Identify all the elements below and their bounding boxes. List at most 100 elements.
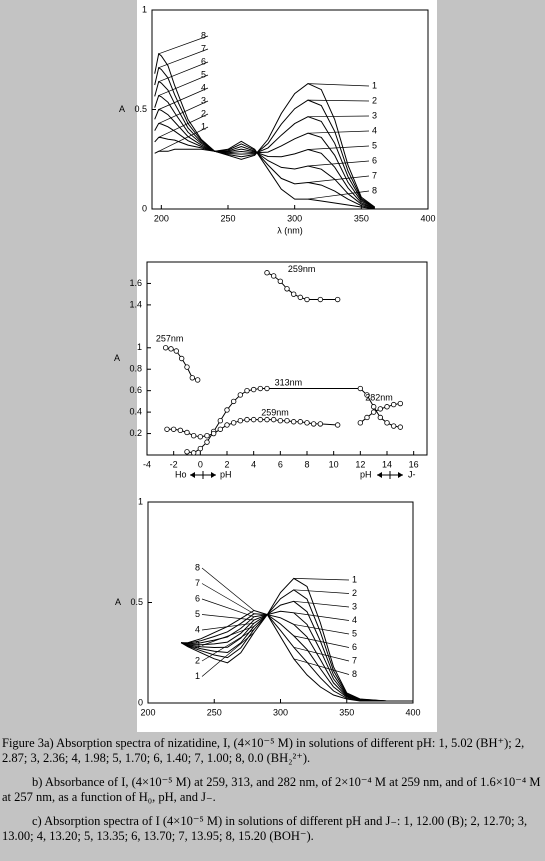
- data-point: [304, 420, 310, 426]
- label-leader: [293, 658, 350, 675]
- x-tick-label: 300: [273, 707, 288, 717]
- x-tick-label: 400: [420, 213, 435, 223]
- spectrum-line: [180, 577, 413, 702]
- data-point: [390, 401, 397, 408]
- x-tick-label: 350: [354, 213, 369, 223]
- label-leader: [307, 160, 370, 167]
- data-point: [224, 422, 230, 428]
- data-point: [257, 416, 264, 423]
- y-tick-label: 0.5: [134, 104, 147, 114]
- y-tick-label: 1.6: [129, 278, 142, 288]
- data-point: [334, 422, 341, 428]
- series-label: 2: [352, 588, 357, 598]
- data-point: [284, 286, 290, 292]
- series-label: 7: [195, 578, 200, 588]
- x-tick-label: 300: [287, 213, 302, 223]
- data-point: [178, 355, 185, 362]
- series-label: 7: [352, 655, 357, 665]
- series-label: 6: [201, 56, 206, 66]
- label-leader: [307, 190, 370, 200]
- y-tick-label: 0: [138, 697, 143, 707]
- y-tick-label: 1: [137, 342, 142, 352]
- arrow-head: [377, 472, 382, 478]
- series-label: 8: [201, 30, 206, 40]
- data-point: [297, 419, 304, 425]
- series-label: 4: [352, 615, 357, 625]
- data-point: [377, 406, 384, 412]
- y-axis-label: A: [115, 597, 121, 607]
- data-point: [397, 424, 404, 430]
- data-point: [204, 439, 210, 445]
- data-point: [173, 348, 180, 354]
- y-axis-label: A: [119, 104, 125, 114]
- spectrum-line: [181, 613, 413, 702]
- label-leader: [307, 83, 370, 87]
- series-label: 5: [372, 140, 377, 150]
- label-leader: [201, 567, 255, 611]
- x-tick-label: 4: [251, 459, 256, 469]
- label-leader: [293, 600, 350, 608]
- spectrum-line: [180, 600, 413, 702]
- data-point: [170, 426, 177, 432]
- series-label: 1: [195, 671, 200, 681]
- x-tick-label: 200: [140, 707, 155, 717]
- data-point: [184, 364, 190, 370]
- series-label: 2: [195, 655, 200, 665]
- x-tick-label: 12: [355, 459, 365, 469]
- data-point: [250, 386, 257, 393]
- series-label: 1: [201, 121, 206, 131]
- y-tick-label: 0.4: [129, 406, 142, 416]
- x-tick-label: -4: [143, 459, 151, 469]
- data-point: [384, 404, 390, 410]
- series-label: 1: [352, 574, 357, 584]
- data-point: [304, 296, 310, 303]
- y-tick-label: 0.5: [130, 597, 143, 607]
- y-tick-label: 0.6: [129, 385, 142, 395]
- label-leader: [201, 614, 255, 621]
- spectrum-line: [180, 614, 413, 702]
- data-point: [270, 273, 277, 279]
- series-label: 313nm: [275, 378, 303, 388]
- y-tick-label: 0: [142, 203, 147, 213]
- series-label: 6: [352, 642, 357, 652]
- label-leader: [158, 35, 209, 55]
- series-label: 3: [352, 601, 357, 611]
- data-point: [177, 427, 184, 434]
- series-label: 2: [372, 95, 377, 105]
- caption-c: c) Absorption spectra of I (4×10⁻⁵ M) in…: [2, 814, 528, 843]
- label-leader: [158, 87, 209, 110]
- data-point: [357, 385, 364, 392]
- axis-annotation: J-: [408, 469, 416, 479]
- label-leader: [158, 74, 209, 96]
- series-label: 8: [352, 669, 357, 679]
- series-label: 259nm: [261, 408, 289, 418]
- x-tick-label: 200: [154, 213, 169, 223]
- spectrum-line: [180, 589, 413, 702]
- series-label: 257nm: [156, 334, 184, 344]
- spectrum-line: [154, 52, 375, 210]
- series-label: 3: [201, 95, 206, 105]
- x-tick-label: 0: [198, 459, 203, 469]
- label-leader: [293, 635, 350, 648]
- data-point: [190, 450, 197, 456]
- label-leader: [307, 175, 370, 183]
- data-point: [257, 385, 264, 392]
- y-tick-label: 1.4: [129, 299, 142, 309]
- data-point: [244, 387, 250, 394]
- spectrum-line: [154, 80, 375, 209]
- label-leader: [201, 632, 255, 677]
- data-point: [237, 417, 244, 424]
- data-point: [237, 392, 244, 398]
- spectrum-line: [181, 614, 413, 702]
- series-label: 7: [201, 43, 206, 53]
- data-point: [210, 430, 217, 437]
- data-point: [217, 417, 224, 424]
- spectrum-line: [181, 609, 413, 702]
- y-axis-label: A: [114, 353, 120, 363]
- label-leader: [158, 126, 209, 152]
- x-tick-label: 14: [382, 459, 392, 469]
- data-point: [184, 449, 190, 455]
- data-point: [370, 409, 377, 415]
- series-label: 6: [372, 155, 377, 165]
